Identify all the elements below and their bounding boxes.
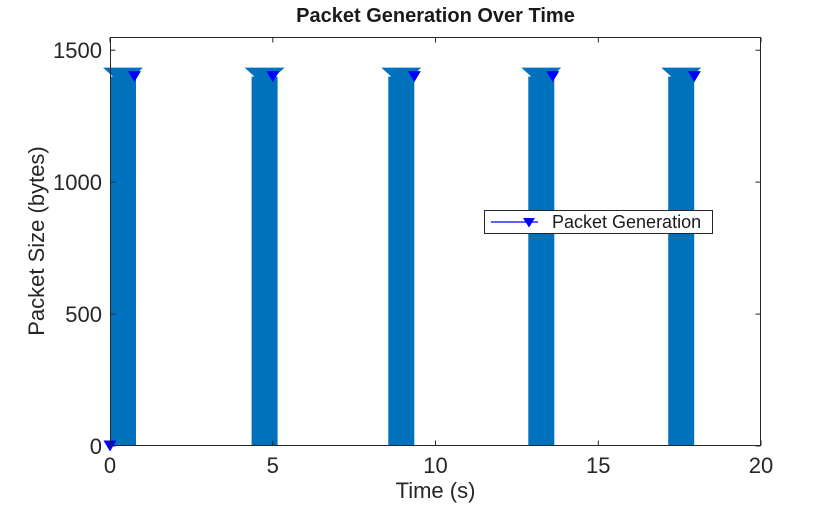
y-tick-label: 0 — [90, 434, 102, 459]
y-tick-label: 1500 — [53, 38, 102, 63]
legend-line-sample — [491, 218, 538, 228]
packet-generation-marker-icon — [127, 71, 141, 83]
packet-bar — [668, 76, 695, 446]
legend: Packet Generation — [484, 210, 713, 234]
legend-label: Packet Generation — [552, 211, 702, 232]
packet-bar — [251, 76, 278, 446]
y-tick-label: 500 — [65, 302, 102, 327]
packet-bar — [528, 76, 555, 446]
packet-generation-marker-icon — [546, 71, 560, 83]
x-tick-label: 0 — [104, 453, 116, 478]
y-tick-label: 1000 — [53, 170, 102, 195]
x-tick-label: 20 — [749, 453, 773, 478]
packet-generation-marker-icon — [687, 71, 701, 83]
legend-marker-icon — [523, 218, 535, 228]
chart-title: Packet Generation Over Time — [296, 5, 575, 27]
axes-box — [110, 37, 761, 446]
x-tick-label: 10 — [423, 453, 447, 478]
x-tick-label: 15 — [586, 453, 610, 478]
bar-top-marker-icon — [244, 67, 285, 86]
packet-generation-marker-icon — [266, 71, 280, 83]
packet-generation-marker-icon — [407, 71, 421, 83]
packet-bar — [110, 76, 136, 446]
x-axis-label: Time (s) — [395, 478, 476, 503]
packet-bar — [388, 76, 415, 446]
x-tick-label: 5 — [267, 453, 279, 478]
